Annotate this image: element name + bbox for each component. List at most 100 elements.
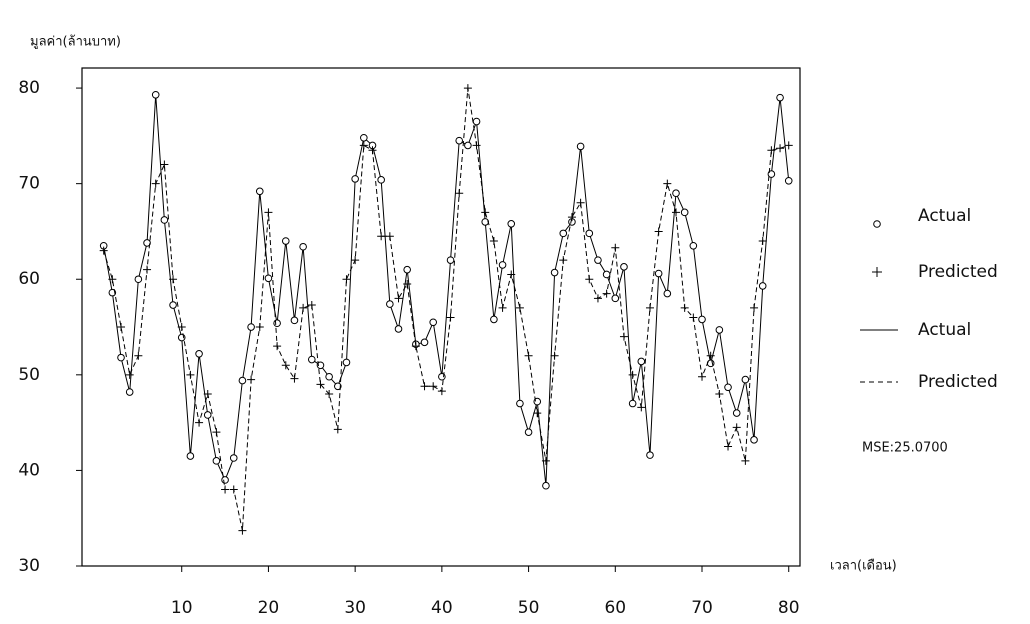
data-point — [334, 382, 342, 391]
data-point — [333, 425, 342, 434]
data-point — [698, 315, 706, 324]
data-point — [325, 389, 334, 398]
data-point — [134, 351, 143, 360]
series-line — [103, 87, 789, 531]
data-point — [576, 142, 585, 151]
data-point — [316, 361, 325, 370]
data-point — [628, 399, 637, 408]
data-point — [247, 323, 255, 331]
data-point — [489, 237, 498, 246]
data-point — [143, 239, 151, 247]
y-tick-label: 70 — [18, 174, 40, 194]
data-point — [229, 454, 238, 462]
data-point — [619, 332, 628, 341]
data-point — [247, 375, 256, 384]
data-point — [403, 265, 411, 274]
data-point — [359, 141, 368, 150]
data-point — [290, 374, 299, 383]
data-point — [472, 141, 481, 150]
data-point — [377, 176, 385, 184]
data-point — [645, 303, 654, 312]
data-point — [299, 242, 307, 251]
data-point — [212, 457, 221, 465]
data-point — [169, 301, 177, 309]
data-point — [117, 353, 125, 362]
data-point — [325, 372, 333, 381]
data-point — [567, 213, 576, 222]
data-point — [420, 382, 429, 391]
data-point — [212, 428, 221, 437]
data-point — [455, 136, 464, 145]
data-point — [351, 256, 360, 265]
data-point — [524, 351, 533, 360]
data-point — [281, 361, 290, 370]
data-point — [429, 318, 437, 327]
data-point — [186, 370, 195, 379]
data-point — [741, 456, 750, 465]
data-point — [360, 133, 368, 142]
data-point — [715, 326, 724, 334]
data-point — [281, 237, 290, 245]
data-point — [290, 316, 299, 325]
data-point — [671, 208, 680, 217]
data-point — [550, 351, 559, 360]
data-point — [273, 342, 282, 351]
x-tick-label: 40 — [431, 598, 453, 618]
data-point — [264, 208, 273, 217]
data-point — [143, 265, 152, 274]
data-point — [620, 263, 628, 271]
y-tick-label: 30 — [18, 556, 40, 576]
data-point — [498, 303, 507, 312]
data-point — [238, 526, 247, 535]
data-point — [524, 428, 533, 436]
data-point — [611, 243, 620, 252]
data-point — [593, 294, 602, 303]
data-point — [472, 117, 481, 126]
y-tick-label: 80 — [18, 78, 40, 98]
data-point — [680, 208, 689, 217]
data-point — [446, 256, 455, 264]
data-point — [394, 294, 403, 303]
data-point — [99, 246, 108, 255]
legend-marker — [872, 267, 882, 277]
x-tick-label: 80 — [778, 598, 800, 618]
data-point — [784, 141, 793, 150]
data-point — [464, 141, 472, 150]
data-point — [195, 350, 203, 358]
data-point — [559, 229, 568, 238]
legend-label: Predicted — [918, 262, 998, 282]
data-point — [420, 338, 429, 347]
x-tick-label: 70 — [691, 598, 713, 618]
data-point — [377, 232, 386, 241]
x-tick-label: 20 — [258, 598, 280, 618]
data-point — [342, 275, 351, 284]
y-tick-label: 60 — [18, 269, 40, 289]
data-point — [151, 179, 160, 188]
data-point — [455, 189, 464, 198]
legend-label: Predicted — [918, 372, 998, 392]
data-point — [151, 90, 160, 99]
data-point — [238, 376, 247, 385]
data-point — [386, 300, 394, 308]
data-point — [706, 359, 715, 368]
x-tick-label: 50 — [518, 598, 540, 618]
data-point — [368, 146, 377, 155]
x-tick-label: 10 — [171, 598, 193, 618]
data-point — [585, 229, 594, 238]
data-point — [394, 325, 403, 333]
data-point — [654, 269, 663, 278]
data-point — [637, 357, 646, 366]
data-point — [715, 389, 724, 398]
data-point — [724, 442, 733, 451]
y-axis-label: มูลค่า(ล้านบาท) — [30, 35, 121, 50]
data-point — [316, 380, 325, 389]
data-point — [195, 418, 204, 427]
data-point — [307, 301, 316, 310]
data-point — [221, 485, 230, 494]
data-point — [351, 175, 359, 183]
data-point — [750, 303, 759, 312]
y-tick-label: 50 — [18, 365, 40, 385]
data-point — [758, 282, 767, 290]
x-axis-label: เวลา(เดือน) — [830, 558, 897, 574]
data-point — [559, 256, 568, 265]
